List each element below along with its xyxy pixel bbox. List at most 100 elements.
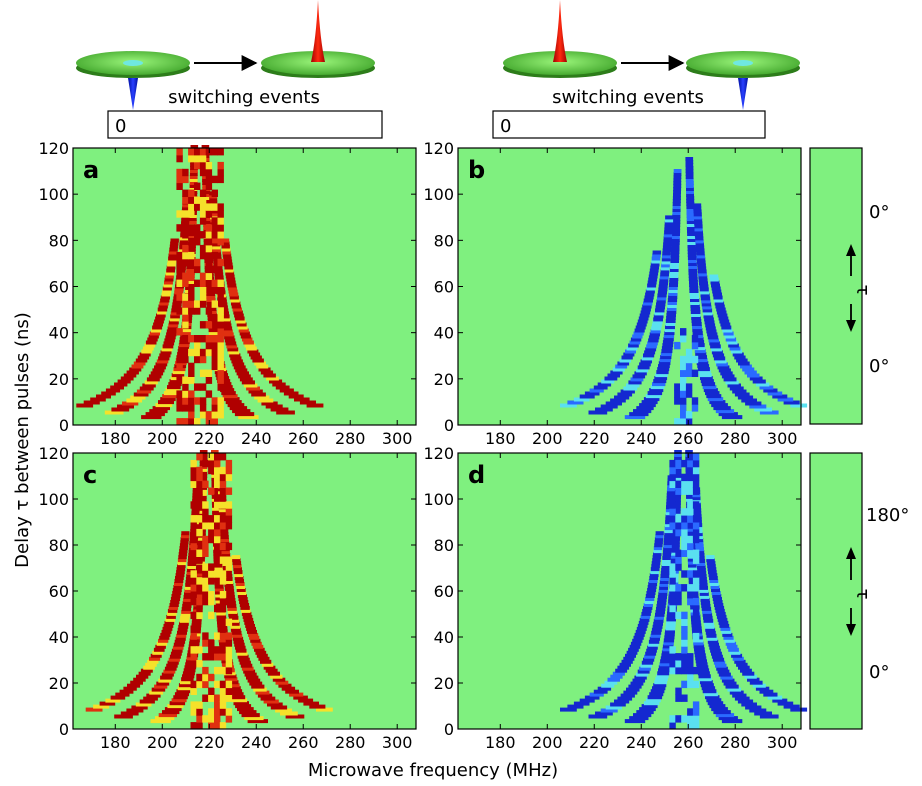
fringe-right xyxy=(231,555,333,712)
panel-letter: a xyxy=(83,156,99,184)
x-tick-label: 220 xyxy=(194,429,225,448)
central-band xyxy=(190,453,233,730)
y-tick-label: 20 xyxy=(49,370,69,389)
x-tick-label: 300 xyxy=(382,429,413,448)
y-tick-label: 80 xyxy=(434,231,454,250)
pulse-panel-bottom: 180° 0° τ xyxy=(809,452,909,730)
x-tick-label: 280 xyxy=(335,429,366,448)
x-tick-label: 240 xyxy=(241,733,272,752)
y-tick-label: 120 xyxy=(423,444,454,463)
y-axis-label: Delay τ between pulses (ns) xyxy=(12,312,33,568)
heatmap-panel-d: 180 200 220 240 260 280 300 0 20 40 60 80 100 120 d xyxy=(423,444,808,752)
x-tick-label: 240 xyxy=(626,429,657,448)
heatmap-background xyxy=(458,453,801,729)
y-tick-label: 20 xyxy=(49,674,69,693)
y-tick-label: 60 xyxy=(49,582,69,601)
y-tick-label: 40 xyxy=(434,324,454,343)
y-tick-label: 60 xyxy=(434,278,454,297)
y-tick-label: 20 xyxy=(434,674,454,693)
pulse-top-angle: 0° xyxy=(869,202,889,223)
y-tick-label: 40 xyxy=(49,324,69,343)
x-tick-label: 240 xyxy=(626,733,657,752)
y-tick-label: 100 xyxy=(423,490,454,509)
y-tick-label: 0 xyxy=(444,416,454,435)
disc-after-icon xyxy=(686,51,800,110)
panel-letter: b xyxy=(468,156,485,184)
y-tick-label: 80 xyxy=(49,231,69,250)
y-tick-label: 100 xyxy=(38,490,69,509)
x-tick-label: 260 xyxy=(673,429,704,448)
heatmap-panel-b: 180 200 220 240 260 280 300 0 20 40 60 80 100 120 b xyxy=(423,139,808,448)
fringe-left xyxy=(560,250,662,408)
x-tick-label: 220 xyxy=(579,733,610,752)
y-tick-label: 120 xyxy=(423,139,454,158)
x-tick-label: 280 xyxy=(335,733,366,752)
heatmap-panel-a: 180 200 220 240 260 280 300 0 20 40 60 80 100 120 a xyxy=(38,139,417,448)
tau-arrow-icon xyxy=(846,244,856,332)
x-tick-label: 220 xyxy=(579,429,610,448)
x-tick-label: 260 xyxy=(288,429,319,448)
fringe-left xyxy=(588,215,674,415)
y-tick-label: 0 xyxy=(59,416,69,435)
x-tick-label: 300 xyxy=(382,733,413,752)
counter-value: 0 xyxy=(115,116,126,137)
fringe-left xyxy=(85,531,190,712)
pulse-bottom-angle: 0° xyxy=(869,662,889,683)
x-tick-label: 180 xyxy=(485,429,516,448)
counter-box xyxy=(107,110,383,139)
pulse-box xyxy=(809,452,863,730)
x-tick-label: 300 xyxy=(767,429,798,448)
header-left: switching events 0 xyxy=(76,0,383,139)
x-tick-label: 200 xyxy=(532,429,563,448)
y-tick-label: 120 xyxy=(38,139,69,158)
x-tick-label: 280 xyxy=(720,429,751,448)
pulse-panel-top: 0° 0° τ xyxy=(809,147,889,425)
fringe-right xyxy=(706,555,808,712)
pulse-box xyxy=(809,147,863,425)
x-tick-label: 280 xyxy=(720,733,751,752)
x-tick-label: 260 xyxy=(673,733,704,752)
central-band xyxy=(674,328,699,426)
fringe-right xyxy=(220,238,324,408)
x-tick-label: 260 xyxy=(288,733,319,752)
y-tick-label: 80 xyxy=(49,536,69,555)
x-axis-label: Microwave frequency (MHz) xyxy=(308,760,558,781)
fringe-left xyxy=(560,531,664,712)
x-tick-label: 220 xyxy=(194,733,225,752)
switching-events-label: switching events xyxy=(168,87,320,108)
heatmap-panel-c: 180 200 220 240 260 280 300 0 20 40 60 80 100 120 c xyxy=(38,444,417,752)
y-tick-label: 100 xyxy=(423,185,454,204)
x-tick-label: 200 xyxy=(147,733,178,752)
panel-letter: c xyxy=(83,461,97,489)
y-tick-label: 80 xyxy=(434,536,454,555)
fringe-right xyxy=(693,203,779,415)
x-tick-label: 200 xyxy=(532,733,563,752)
central-band xyxy=(669,453,700,730)
y-tick-label: 60 xyxy=(434,582,454,601)
pulse-top-angle: 180° xyxy=(866,505,909,526)
pulse-bottom-angle: 0° xyxy=(869,356,889,377)
heatmap-background xyxy=(458,148,801,425)
y-tick-label: 60 xyxy=(49,278,69,297)
disc-before-icon xyxy=(76,51,190,110)
y-tick-label: 20 xyxy=(434,370,454,389)
y-tick-label: 100 xyxy=(38,185,69,204)
disc-before-icon xyxy=(503,0,617,78)
counter-box xyxy=(492,110,766,139)
switching-events-label: switching events xyxy=(552,87,704,108)
central-band xyxy=(176,148,224,426)
header-right: switching events 0 xyxy=(492,0,800,139)
fringe-left xyxy=(624,169,682,420)
x-tick-label: 180 xyxy=(485,733,516,752)
x-tick-label: 180 xyxy=(100,429,131,448)
y-tick-label: 120 xyxy=(38,444,69,463)
y-tick-label: 40 xyxy=(434,628,454,647)
fringe-right xyxy=(709,274,808,408)
y-tick-label: 0 xyxy=(59,720,69,739)
tau-arrow-icon xyxy=(846,547,856,636)
x-tick-label: 300 xyxy=(767,733,798,752)
x-tick-label: 180 xyxy=(100,733,131,752)
y-tick-label: 0 xyxy=(444,720,454,739)
panel-letter: d xyxy=(468,461,485,489)
